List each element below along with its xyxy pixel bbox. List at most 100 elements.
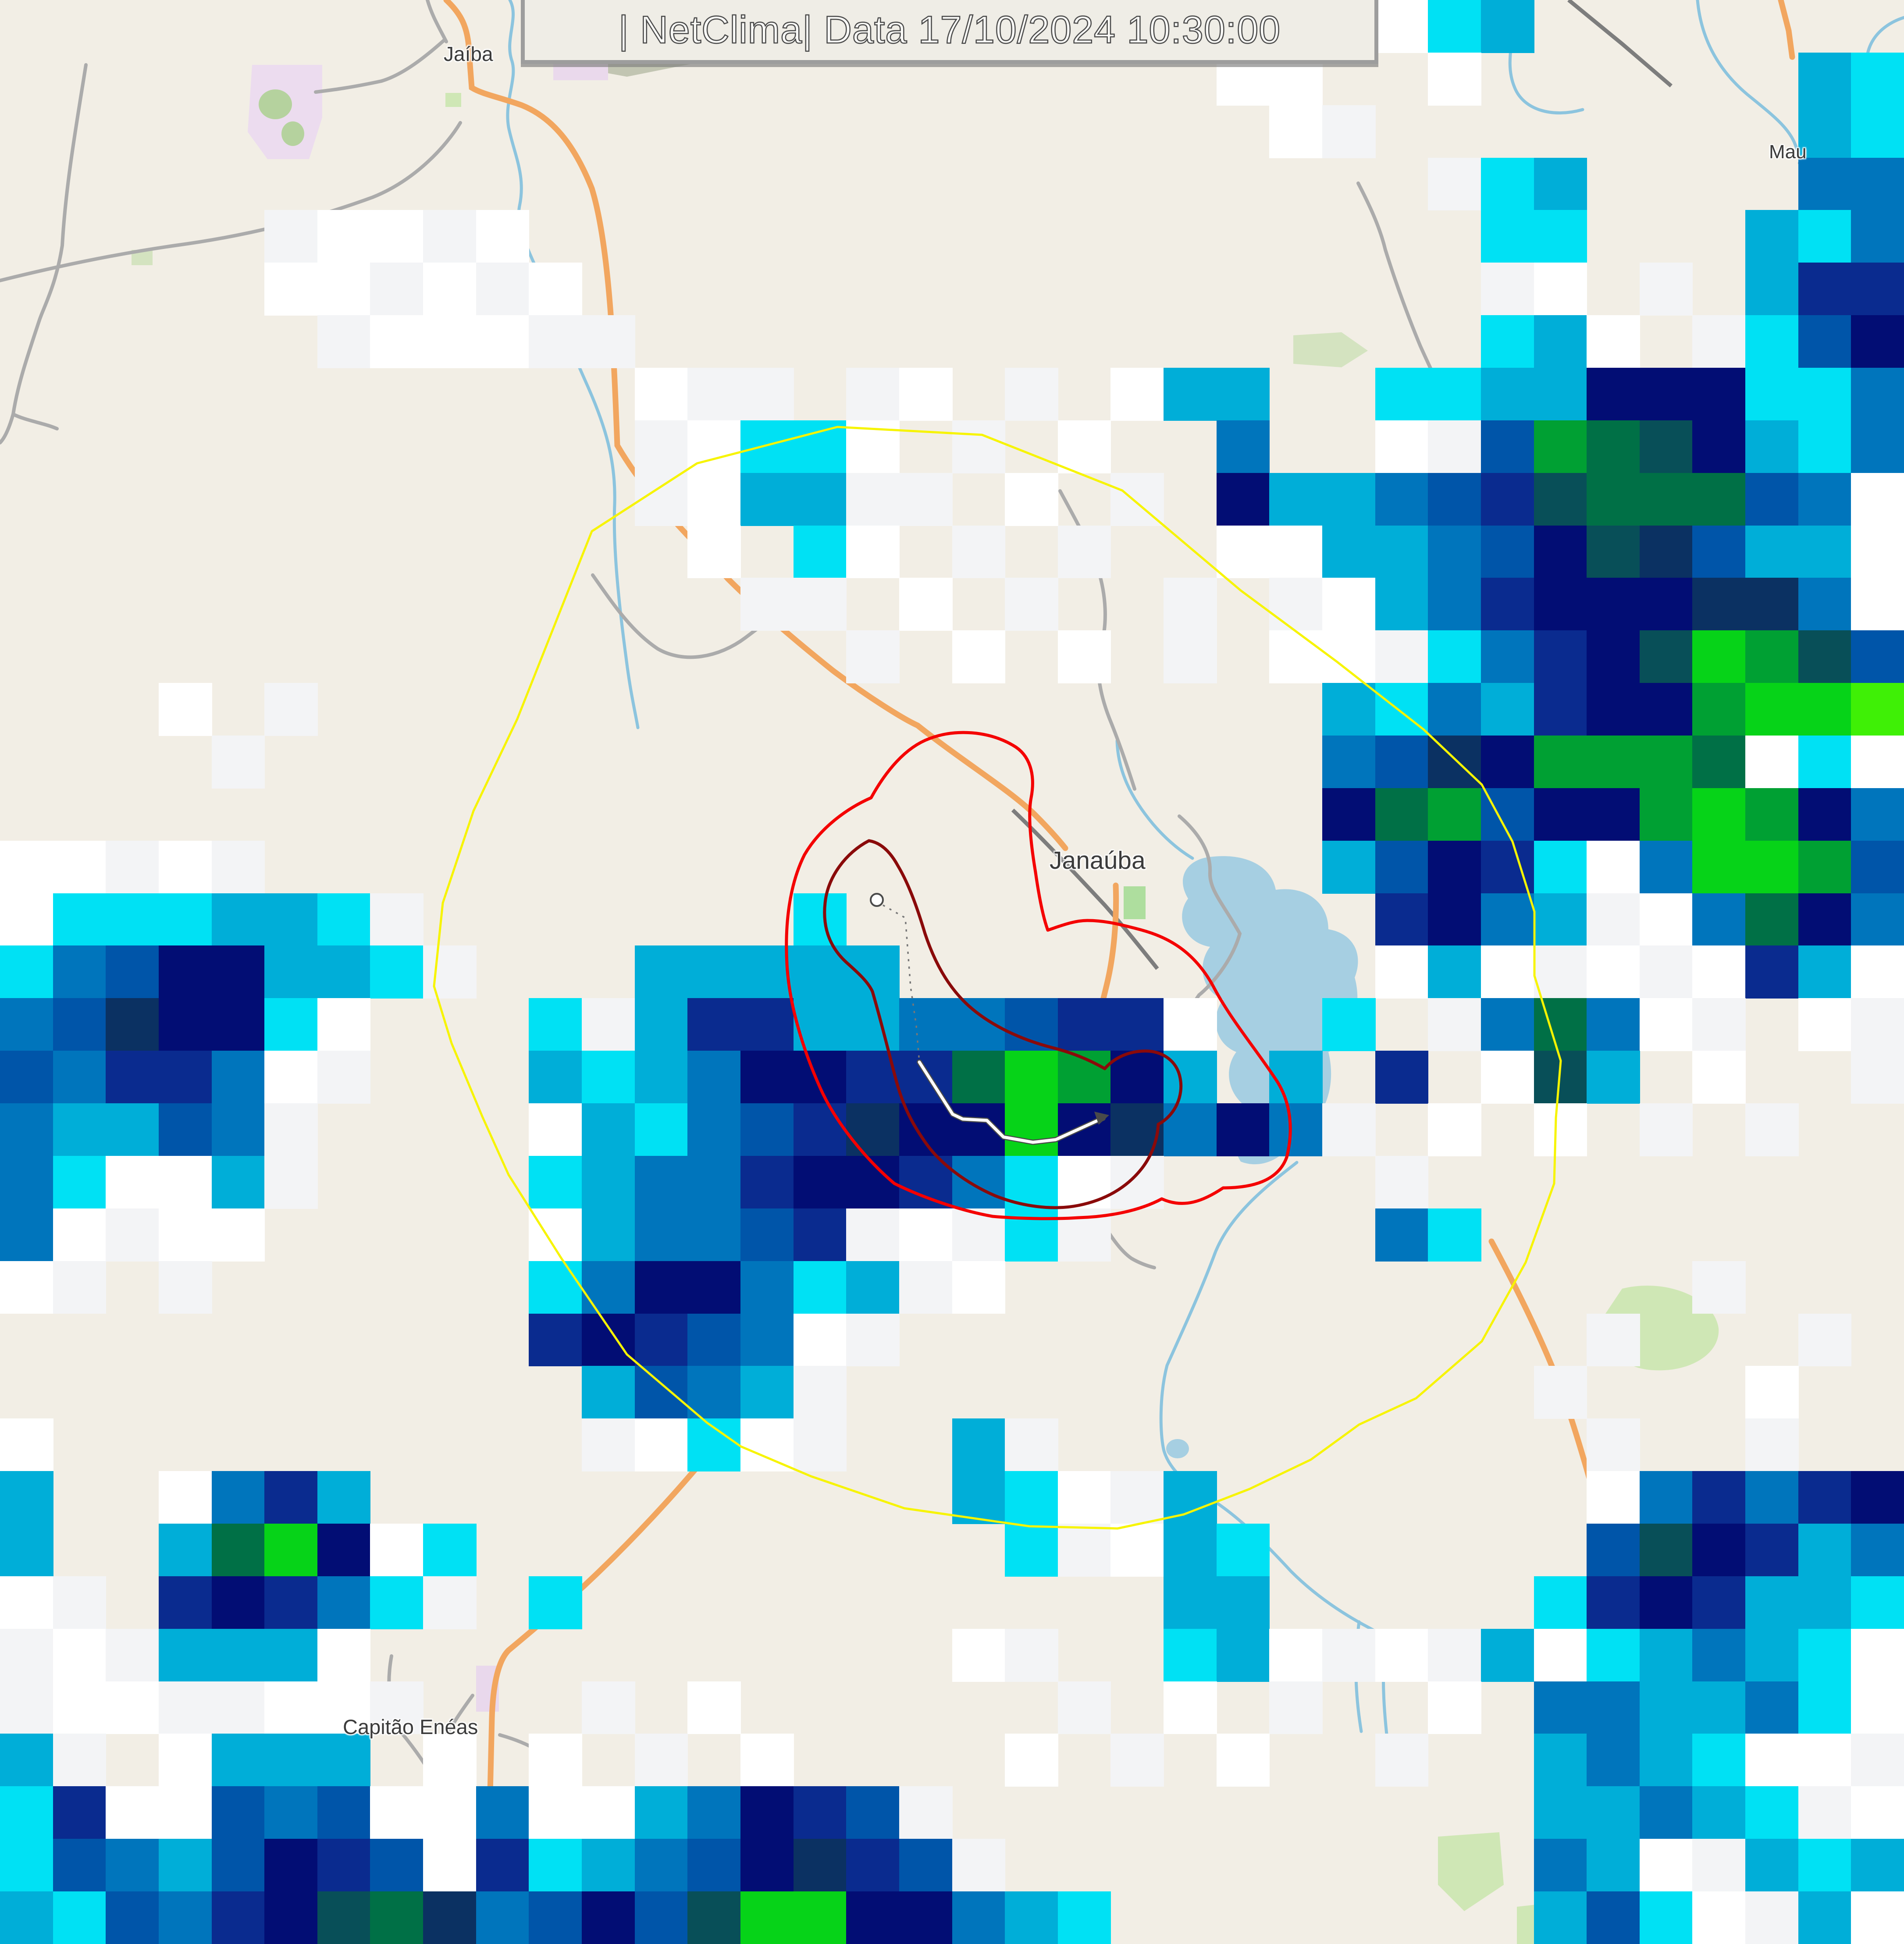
radar-cell <box>1745 1628 1799 1682</box>
radar-cell <box>1639 1839 1693 1892</box>
radar-cell <box>1798 420 1852 473</box>
radar-cell <box>264 1051 318 1104</box>
radar-cell <box>1534 157 1587 211</box>
radar-cell <box>740 420 794 473</box>
radar-cell <box>106 840 159 894</box>
radar-cell <box>1375 1208 1429 1262</box>
radar-cell <box>1534 1681 1587 1734</box>
radar-cell <box>423 945 477 999</box>
radar-cell <box>1745 578 1799 631</box>
radar-cell <box>1005 1628 1058 1682</box>
radar-cell <box>0 1734 53 1787</box>
radar-cell <box>1534 210 1587 263</box>
radar-cell <box>952 1051 1006 1104</box>
radar-cell <box>1587 1839 1640 1892</box>
radar-cell <box>1692 1786 1746 1840</box>
radar-cell <box>582 1839 635 1892</box>
radar-cell <box>370 945 424 999</box>
radar-cell <box>634 1208 688 1262</box>
radar-cell <box>1587 840 1640 894</box>
radar-cell <box>1057 1681 1111 1734</box>
radar-cell <box>1428 0 1481 53</box>
radar-cell <box>687 1891 741 1944</box>
radar-cell <box>1851 578 1904 631</box>
radar-cell <box>1587 525 1640 579</box>
radar-cell <box>1375 368 1429 421</box>
trunk-road <box>1778 0 1795 60</box>
radar-cell <box>423 315 477 369</box>
radar-cell <box>1534 578 1587 631</box>
radar-cell <box>1745 315 1799 369</box>
radar-cell <box>793 1155 847 1209</box>
radar-cell <box>952 1628 1006 1682</box>
radar-cell <box>1587 736 1640 789</box>
radar-cell <box>264 1628 318 1682</box>
radar-cell <box>687 1366 741 1419</box>
radar-cell <box>1745 788 1799 841</box>
radar-cell <box>740 1208 794 1262</box>
radar-cell <box>1798 52 1852 106</box>
radar-cell <box>1587 1471 1640 1524</box>
radar-cell <box>1639 525 1693 579</box>
radar-cell <box>740 1261 794 1314</box>
radar-cell <box>1692 945 1746 999</box>
radar-cell <box>793 525 847 579</box>
radar-cell <box>846 1208 900 1262</box>
radar-cell <box>952 525 1006 579</box>
radar-cell <box>1216 1523 1270 1577</box>
radar-cell <box>1587 683 1640 736</box>
radar-cell <box>158 1471 212 1524</box>
radar-cell <box>1375 473 1429 526</box>
radar-cell <box>211 1576 265 1629</box>
radar-cell <box>1216 368 1270 421</box>
radar-cell <box>264 1103 318 1156</box>
minor-road <box>11 412 59 430</box>
radar-cell <box>370 1576 424 1629</box>
radar-cell <box>1269 630 1323 684</box>
radar-cell <box>1375 788 1429 841</box>
radar-cell <box>211 1208 265 1262</box>
radar-cell <box>1851 683 1904 736</box>
radar-cell <box>529 1313 583 1367</box>
radar-cell <box>1639 1523 1693 1577</box>
radar-cell <box>211 998 265 1052</box>
radar-cell <box>1745 1734 1799 1787</box>
radar-cell <box>1534 368 1587 421</box>
radar-cell <box>1110 998 1164 1052</box>
radar-cell <box>846 1103 900 1156</box>
radar-cell <box>1587 1891 1640 1944</box>
radar-cell <box>1057 420 1111 473</box>
radar-cell <box>582 1366 635 1419</box>
radar-cell <box>1798 1313 1852 1367</box>
radar-cell <box>0 1681 53 1734</box>
radar-cell <box>582 1418 635 1472</box>
radar-cell <box>687 368 741 421</box>
radar-cell <box>53 998 107 1052</box>
radar-cell <box>1428 788 1481 841</box>
radar-cell <box>0 1471 53 1524</box>
radar-cell <box>793 1418 847 1472</box>
radar-cell <box>53 1208 107 1262</box>
forest-area <box>445 93 461 107</box>
radar-cell <box>582 1681 635 1734</box>
radar-cell <box>317 1523 371 1577</box>
radar-cell <box>1692 578 1746 631</box>
radar-cell <box>1480 998 1534 1052</box>
radar-cell <box>53 1051 107 1104</box>
railway <box>1567 0 1673 88</box>
radar-cell <box>582 1051 635 1104</box>
storm-radius-circle <box>433 426 1562 1530</box>
radar-cell <box>158 683 212 736</box>
radar-cell <box>899 578 953 631</box>
radar-cell <box>1587 1313 1640 1367</box>
radar-cell <box>1692 1839 1746 1892</box>
radar-cell <box>370 315 424 369</box>
radar-cell <box>423 1839 477 1892</box>
radar-cell <box>740 1366 794 1419</box>
radar-cell <box>1639 893 1693 946</box>
radar-cell <box>1375 736 1429 789</box>
radar-cell <box>1745 1839 1799 1892</box>
radar-cell <box>634 1891 688 1944</box>
